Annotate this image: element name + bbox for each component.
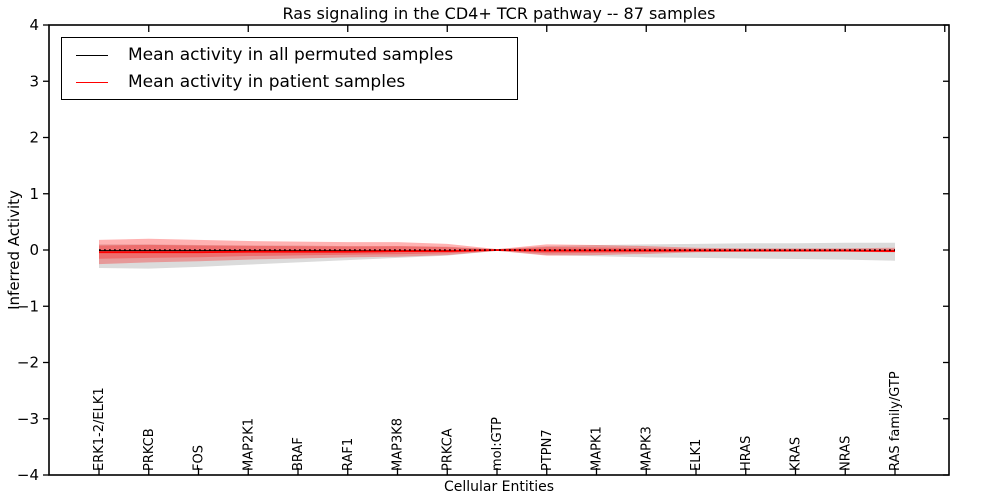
x-category-label: RAS family/GTP — [888, 371, 903, 471]
permuted-std-band — [99, 242, 895, 269]
y-tick-label: −2 — [17, 354, 39, 372]
legend-label-permuted: Mean activity in all permuted samples — [128, 45, 454, 65]
x-category-label: NRAS — [838, 436, 853, 471]
legend-item-patient: Mean activity in patient samples — [76, 72, 517, 92]
chart-title: Ras signaling in the CD4+ TCR pathway --… — [282, 4, 716, 23]
x-category-label: HRAS — [739, 436, 754, 471]
legend-label-patient: Mean activity in patient samples — [128, 72, 406, 92]
axes — [43, 24, 950, 476]
x-category-label: PRKCB — [142, 428, 157, 471]
patient-mean-line — [99, 249, 896, 254]
x-category-label: BRAF — [291, 437, 306, 471]
x-category-label: ELK1 — [689, 439, 704, 471]
confidence-bands — [99, 238, 895, 269]
y-tick-label: −1 — [17, 297, 39, 315]
patient-std-band-inner — [99, 244, 895, 259]
legend-box: Mean activity in all permuted samples Me… — [61, 37, 518, 100]
x-category-label: MAPK3 — [639, 426, 654, 471]
y-tick-label: 1 — [29, 185, 39, 203]
x-category-label: mol:GTP — [490, 417, 505, 471]
y-tick-label: 0 — [29, 241, 39, 259]
x-category-label: MAP2K1 — [241, 418, 256, 471]
patient-std-band-outer — [99, 238, 895, 265]
y-tick-label: −3 — [17, 410, 39, 428]
y-tick-label: 3 — [29, 72, 39, 90]
permuted-line-swatch — [76, 54, 108, 56]
tick-labels: −4 −3 −2 −1 0 1 2 3 4 ERK1-2/ELK1 PRKCB FOS MAP2K1 BR… — [17, 16, 903, 484]
x-category-label: MAPK1 — [590, 426, 605, 471]
x-category-label: MAP3K8 — [391, 418, 406, 471]
x-category-label: KRAS — [789, 437, 804, 471]
patient-line-swatch — [76, 81, 108, 83]
x-category-label: RAF1 — [341, 438, 356, 471]
legend-item-permuted: Mean activity in all permuted samples — [76, 45, 517, 65]
x-category-label: ERK1-2/ELK1 — [92, 387, 107, 471]
x-category-label: PTPN7 — [540, 429, 555, 471]
x-axis-label: Cellular Entities — [443, 479, 555, 495]
x-category-label: FOS — [192, 445, 207, 471]
x-category-label: PRKCA — [440, 428, 455, 471]
y-tick-label: 4 — [29, 16, 39, 34]
mean-lines — [99, 249, 896, 254]
y-tick-label: 2 — [29, 129, 39, 147]
y-tick-label: −4 — [17, 466, 39, 484]
